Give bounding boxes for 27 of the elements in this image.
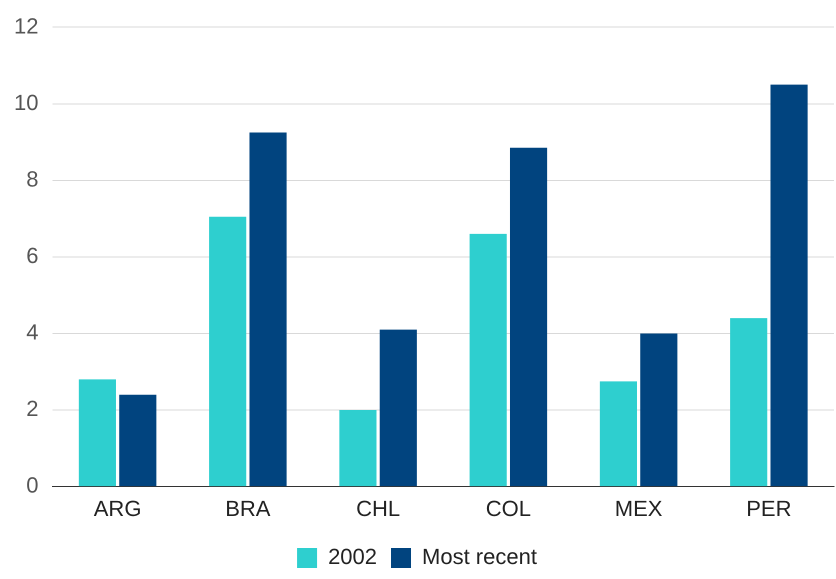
y-tick-label: 10 (14, 90, 38, 115)
bar (339, 410, 376, 486)
x-tick-label: PER (746, 496, 792, 521)
legend-label: 2002 (328, 544, 378, 570)
bar (640, 333, 678, 486)
legend-label: Most recent (422, 544, 537, 570)
bar (78, 379, 116, 486)
bar (600, 381, 638, 486)
x-tick-label: BRA (225, 496, 271, 521)
y-tick-label: 12 (14, 13, 38, 38)
x-tick-label: COL (486, 496, 531, 521)
bar (380, 330, 417, 486)
bar (730, 318, 768, 486)
bar (209, 216, 246, 486)
y-tick-label: 2 (26, 396, 38, 422)
y-tick-label: 4 (26, 320, 38, 345)
bar (510, 148, 548, 486)
bar (470, 234, 507, 486)
x-tick-label: CHL (356, 496, 400, 521)
bar (249, 132, 287, 486)
x-tick-label: ARG (94, 496, 142, 521)
y-tick-label: 0 (26, 472, 38, 498)
bar (119, 394, 156, 486)
x-tick-label: MEX (614, 496, 663, 521)
bar (770, 84, 808, 486)
y-tick-label: 8 (26, 166, 38, 192)
y-tick-label: 6 (26, 242, 38, 268)
